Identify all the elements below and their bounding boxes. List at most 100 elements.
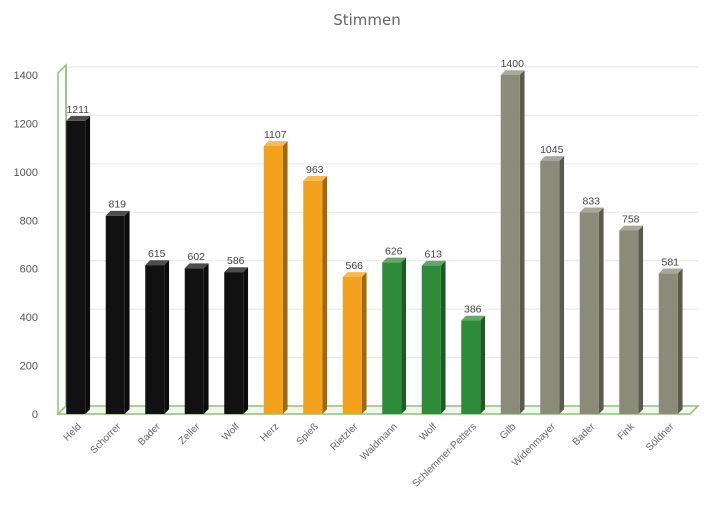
data-label: 386 xyxy=(464,304,482,316)
x-axis-labels: Held Schorrer Bader Zeller Wolf Herz Spieß Riet… xyxy=(62,421,677,490)
data-labels: 1211 819 615 602 586 1107 963 566 626 613 386 1400 1… xyxy=(66,58,679,316)
bar-front xyxy=(224,272,244,414)
data-label: 581 xyxy=(661,256,679,268)
chart-title: Stimmen xyxy=(333,11,401,29)
data-label: 613 xyxy=(424,249,442,261)
bar-top xyxy=(263,141,288,146)
data-label: 1211 xyxy=(66,104,89,116)
x-tick-label: Schorrer xyxy=(88,421,123,456)
bar-front xyxy=(461,320,481,414)
bar-front xyxy=(184,268,204,414)
bar-top xyxy=(224,267,249,273)
y-tick-label: 1000 xyxy=(14,167,38,179)
x-tick-label: Söldner xyxy=(644,421,677,454)
bar-side xyxy=(480,315,486,414)
bar-side xyxy=(322,176,328,414)
bar-front xyxy=(658,273,678,414)
side-wall xyxy=(57,63,67,416)
bar-side xyxy=(164,260,170,414)
data-label: 1045 xyxy=(540,144,564,156)
bar-front xyxy=(500,75,520,414)
x-tick-label: Bader xyxy=(571,421,598,448)
bar-top xyxy=(658,268,683,274)
bar-front xyxy=(619,230,639,414)
bar xyxy=(184,263,209,414)
data-label: 615 xyxy=(148,248,166,260)
y-tick-label: 1200 xyxy=(14,118,38,130)
bar-side xyxy=(677,268,683,414)
bar-front xyxy=(105,215,125,414)
data-label: 819 xyxy=(108,199,126,211)
bar-top xyxy=(382,257,407,263)
bar-top xyxy=(303,176,328,181)
data-label: 586 xyxy=(227,255,245,267)
x-tick-label: Gilb xyxy=(498,421,519,442)
bar xyxy=(579,207,604,414)
bar-top xyxy=(461,315,486,321)
bar-side xyxy=(559,156,565,415)
y-tick-label: 600 xyxy=(20,264,38,276)
x-tick-label: Spieß xyxy=(295,421,321,447)
grid-lines xyxy=(66,66,698,407)
bar xyxy=(224,267,249,414)
data-label: 1400 xyxy=(501,58,525,70)
y-tick-label: 800 xyxy=(20,215,38,227)
y-tick-label: 400 xyxy=(20,312,38,324)
bar xyxy=(619,225,644,414)
bar xyxy=(658,268,683,414)
bar-side xyxy=(519,70,525,414)
x-tick-label: Wolf xyxy=(220,421,242,443)
y-tick-label: 200 xyxy=(20,361,38,373)
bar-top xyxy=(145,260,170,266)
bar xyxy=(461,315,486,414)
bar xyxy=(66,115,91,414)
bar-front xyxy=(540,160,560,414)
y-tick-label: 0 xyxy=(32,409,38,421)
bar-top xyxy=(342,272,367,277)
bar-top xyxy=(579,207,604,213)
x-tick-label: Widenmayer xyxy=(510,421,558,469)
x-tick-label: Fink xyxy=(616,421,638,443)
bar-front xyxy=(382,262,402,414)
data-label: 833 xyxy=(582,195,600,207)
bar xyxy=(303,176,328,414)
bar-side xyxy=(203,263,209,414)
bar-side xyxy=(440,260,446,414)
bar xyxy=(145,260,170,414)
x-tick-label: Rietzler xyxy=(329,421,361,453)
x-tick-label: Herz xyxy=(259,421,282,444)
data-label: 758 xyxy=(622,213,640,225)
x-tick-label: Held xyxy=(62,421,84,443)
x-tick-label: Wolf xyxy=(418,421,440,443)
bar-side xyxy=(638,225,644,414)
bar-top xyxy=(105,210,130,216)
bar-side xyxy=(361,272,367,414)
bars xyxy=(66,70,683,415)
bar xyxy=(421,260,446,414)
bar-side xyxy=(243,267,249,414)
bar-side xyxy=(282,141,288,414)
bar xyxy=(342,272,367,414)
bar-top xyxy=(619,225,644,231)
y-axis-ticks: 0 200 400 600 800 1000 1200 1400 xyxy=(14,70,38,421)
x-tick-label: Bader xyxy=(136,421,163,448)
bar-side xyxy=(85,115,91,414)
bar-side xyxy=(598,207,604,414)
data-label: 626 xyxy=(385,245,403,257)
x-tick-label: Waldmann xyxy=(359,421,400,462)
bar xyxy=(382,257,407,414)
bar-top xyxy=(66,115,91,121)
bar-front xyxy=(263,145,283,414)
bar-front xyxy=(579,212,599,414)
bar-top xyxy=(184,263,209,269)
data-label: 1107 xyxy=(264,129,287,141)
bar-front xyxy=(303,180,323,414)
bar-front xyxy=(421,265,441,414)
y-tick-label: 1400 xyxy=(14,70,38,82)
bar-front xyxy=(145,265,165,414)
data-label: 566 xyxy=(345,260,363,272)
plot-walls xyxy=(56,63,700,416)
bar-side xyxy=(124,210,130,414)
bar-side xyxy=(401,257,407,414)
